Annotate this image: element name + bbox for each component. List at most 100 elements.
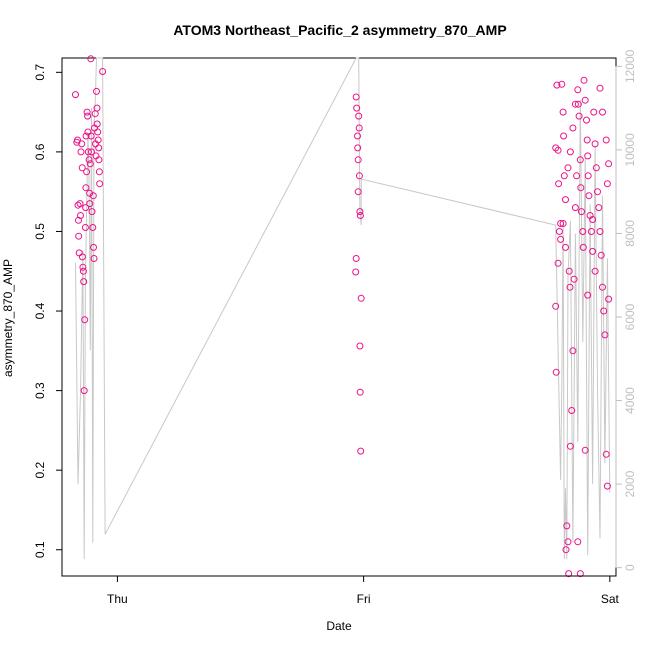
data-point-76: [557, 220, 565, 227]
data-point-122: [602, 450, 610, 458]
data-point-91: [570, 275, 578, 283]
data-point-143: [599, 108, 606, 116]
data-point-7: [76, 200, 84, 208]
data-point-70: [552, 302, 560, 310]
data-point-22: [83, 168, 91, 176]
data-point-105: [583, 136, 591, 144]
y-tick-label-3: 0.4: [33, 302, 47, 319]
data-point-97: [576, 156, 584, 164]
data-point-133: [566, 148, 574, 156]
data-point-19: [82, 204, 90, 212]
data-point-112: [590, 108, 598, 116]
data-point-64: [352, 268, 360, 276]
data-point-94: [574, 86, 582, 94]
data-point-43: [93, 87, 100, 95]
data-point-89: [568, 407, 576, 414]
data-point-53: [352, 93, 360, 101]
data-point-120: [600, 307, 608, 315]
data-point-126: [589, 216, 597, 223]
data-point-0: [72, 91, 79, 99]
data-point-8: [77, 212, 84, 219]
data-point-44: [93, 104, 101, 112]
data-point-136: [559, 220, 567, 227]
data-point-11: [78, 164, 86, 172]
chart-title: ATOM3 Northeast_Pacific_2 asymmetry_870_…: [173, 22, 506, 38]
data-point-121: [601, 331, 609, 339]
data-point-101: [579, 243, 587, 251]
data-point-95: [574, 100, 582, 108]
data-point-103: [581, 96, 589, 104]
data-point-128: [581, 446, 589, 454]
data-point-26: [84, 148, 92, 156]
data-point-67: [356, 388, 364, 396]
y2-axis: 0 2000 4000 6000 8000 10000 12000: [615, 49, 637, 571]
data-point-30: [86, 160, 94, 168]
data-point-110: [587, 228, 595, 235]
data-point-33: [88, 148, 95, 156]
data-point-88: [566, 442, 574, 450]
data-point-45: [93, 120, 101, 128]
data-point-106: [584, 152, 592, 160]
data-point-13: [79, 263, 87, 271]
plot-frame: [61, 57, 617, 577]
data-point-20: [82, 184, 90, 192]
y2-tick-label-1: 2000: [623, 470, 637, 497]
data-point-119: [599, 283, 606, 291]
data-point-83: [563, 522, 571, 530]
data-point-32: [87, 132, 95, 140]
data-point-115: [594, 188, 601, 196]
data-point-141: [603, 180, 611, 188]
data-point-62: [356, 212, 364, 219]
data-point-127: [584, 291, 592, 299]
data-point-92: [571, 204, 579, 212]
data-point-116: [595, 204, 603, 212]
y2-tick-label-6: 12000: [623, 49, 637, 83]
data-point-131: [571, 100, 579, 108]
data-point-114: [592, 164, 600, 172]
data-point-93: [573, 172, 581, 180]
data-point-3: [74, 201, 82, 209]
data-point-51: [96, 180, 104, 188]
data-point-75: [555, 228, 563, 235]
data-point-87: [566, 283, 574, 291]
data-point-58: [355, 112, 363, 120]
data-point-79: [560, 132, 568, 140]
data-point-107: [584, 172, 592, 180]
data-point-68: [357, 447, 365, 455]
data-point-14: [79, 267, 87, 275]
data-point-66: [356, 342, 364, 350]
data-point-135: [562, 196, 569, 204]
data-point-99: [578, 208, 585, 216]
data-point-18: [81, 224, 89, 231]
data-point-9: [77, 148, 85, 156]
data-point-24: [84, 112, 92, 120]
data-point-50: [95, 168, 103, 176]
plot-area: [72, 55, 613, 578]
data-point-73: [554, 146, 562, 154]
data-point-46: [94, 128, 102, 136]
data-point-31: [87, 55, 95, 63]
data-point-104: [583, 116, 590, 124]
y-tick-label-2: 0.3: [33, 382, 47, 399]
data-point-123: [603, 482, 611, 490]
data-point-80: [560, 172, 568, 180]
data-point-113: [591, 140, 599, 148]
data-point-69: [354, 188, 362, 196]
y-tick-label-4: 0.5: [33, 223, 47, 240]
data-point-134: [564, 164, 572, 172]
data-point-16: [80, 387, 88, 395]
y2-tick-label-5: 10000: [623, 133, 637, 167]
data-point-6: [75, 249, 83, 257]
data-point-78: [559, 108, 567, 116]
y-tick-label-1: 0.2: [33, 462, 47, 479]
data-point-55: [354, 132, 361, 140]
data-point-21: [82, 132, 90, 140]
data-point-90: [569, 347, 577, 355]
data-point-61: [356, 208, 364, 216]
data-point-98: [577, 184, 585, 192]
data-point-81: [562, 243, 569, 251]
data-point-139: [552, 144, 560, 152]
data-point-29: [86, 200, 94, 208]
data-point-82: [562, 546, 570, 554]
